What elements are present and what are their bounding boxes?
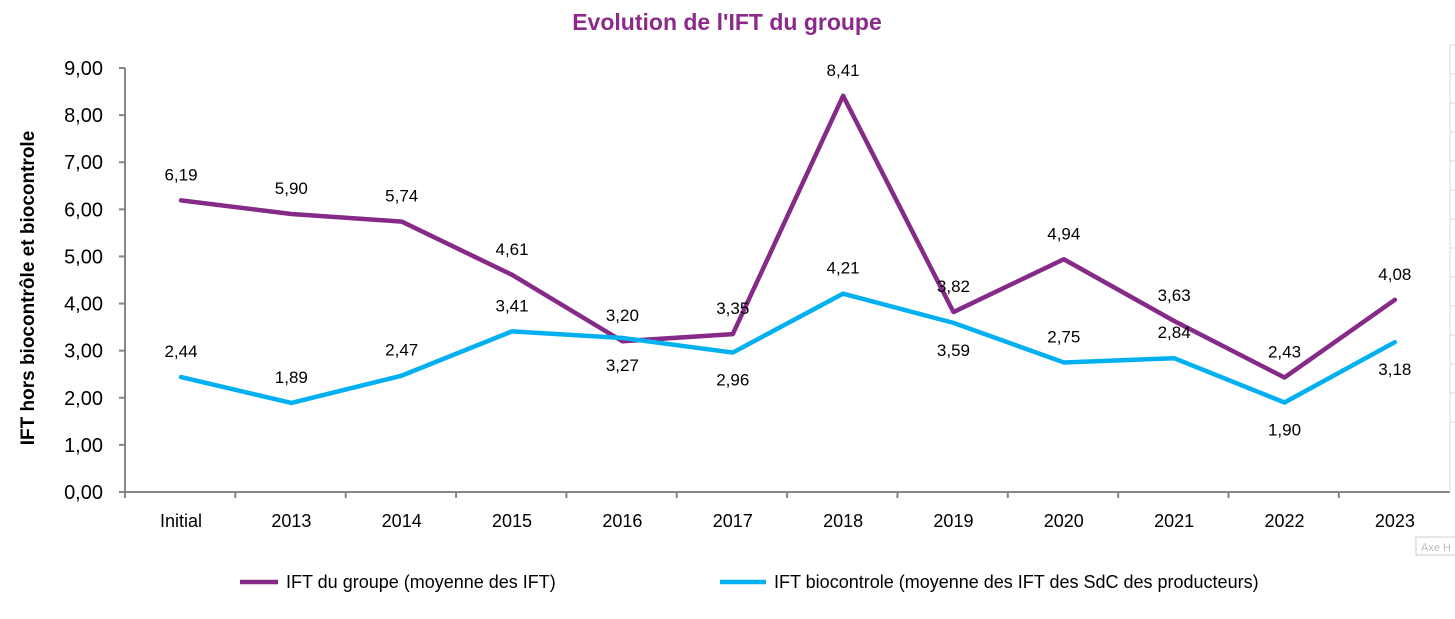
- legend-item-2: IFT biocontrole (moyenne des IFT des SdC…: [720, 572, 1259, 592]
- data-label: 1,89: [275, 368, 308, 387]
- x-tick-label: 2013: [271, 511, 311, 531]
- data-label: 3,82: [937, 277, 970, 296]
- data-label: 3,27: [606, 356, 639, 375]
- data-label: 4,21: [827, 259, 860, 278]
- data-label: 3,20: [606, 306, 639, 325]
- data-label: 4,08: [1378, 265, 1411, 284]
- y-tick-label: 9,00: [64, 58, 103, 80]
- data-label: 2,43: [1268, 343, 1301, 362]
- x-tick-label: 2017: [713, 511, 753, 531]
- x-tick-label: 2020: [1044, 511, 1084, 531]
- data-label: 3,41: [496, 296, 529, 315]
- y-tick-label: 6,00: [64, 199, 103, 221]
- data-label: 4,61: [496, 240, 529, 259]
- legend-item-1: IFT du groupe (moyenne des IFT): [240, 572, 556, 592]
- data-label: 3,18: [1378, 360, 1411, 379]
- y-tick-label: 5,00: [64, 246, 103, 268]
- data-label: 8,41: [827, 61, 860, 80]
- x-tick-label: 2014: [382, 511, 422, 531]
- x-tick-label: 2016: [602, 511, 642, 531]
- axis-tooltip-text: Axe H: [1421, 542, 1451, 554]
- data-label: 3,35: [716, 299, 749, 318]
- y-tick-label: 8,00: [64, 105, 103, 127]
- data-label: 1,90: [1268, 420, 1301, 439]
- y-tick-label: 0,00: [64, 482, 103, 504]
- y-tick-label: 3,00: [64, 341, 103, 363]
- x-tick-label: 2021: [1154, 511, 1194, 531]
- legend-label: IFT du groupe (moyenne des IFT): [286, 572, 556, 592]
- x-tick-label: 2018: [823, 511, 863, 531]
- x-tick-label: 2019: [933, 511, 973, 531]
- series-line-1: [181, 96, 1395, 378]
- x-tick-label: 2022: [1264, 511, 1304, 531]
- data-label: 3,63: [1158, 286, 1191, 305]
- series-line-2: [181, 294, 1395, 403]
- x-tick-label: 2015: [492, 511, 532, 531]
- data-label: 5,90: [275, 179, 308, 198]
- chart-title: Evolution de l'IFT du groupe: [572, 9, 882, 35]
- data-label: 3,59: [937, 341, 970, 360]
- x-tick-label: Initial: [160, 511, 202, 531]
- x-tick-label: 2023: [1375, 511, 1415, 531]
- y-tick-label: 2,00: [64, 388, 103, 410]
- data-label: 2,75: [1047, 327, 1080, 346]
- y-axis-title: IFT hors biocontrôle et biocontrole: [18, 131, 39, 446]
- y-tick-label: 1,00: [64, 435, 103, 457]
- data-label: 5,74: [385, 187, 418, 206]
- data-label: 2,96: [716, 371, 749, 390]
- y-tick-label: 4,00: [64, 294, 103, 316]
- data-label: 2,47: [385, 341, 418, 360]
- axis-tooltip: Axe H: [1416, 537, 1455, 555]
- data-label: 2,44: [164, 342, 197, 361]
- legend-label: IFT biocontrole (moyenne des IFT des SdC…: [774, 572, 1259, 592]
- data-label: 6,19: [164, 165, 197, 184]
- data-label: 2,84: [1158, 323, 1191, 342]
- y-tick-label: 7,00: [64, 152, 103, 174]
- data-label: 4,94: [1047, 224, 1080, 243]
